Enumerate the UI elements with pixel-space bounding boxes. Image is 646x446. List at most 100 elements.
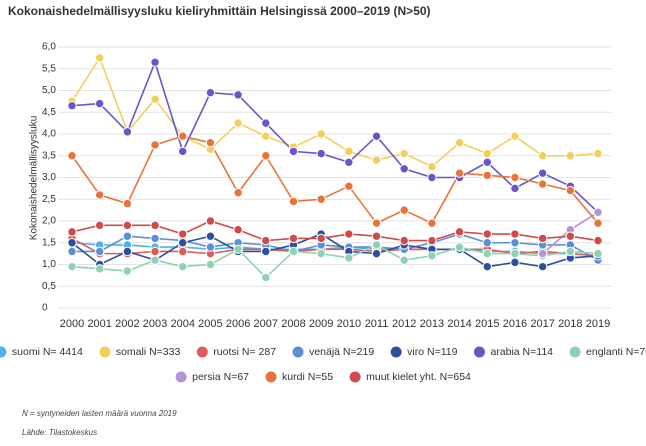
data-point [122, 220, 133, 231]
data-point [371, 155, 382, 165]
x-tick-label: 2009 [309, 318, 333, 330]
data-point [565, 246, 576, 257]
data-point [205, 259, 216, 270]
data-point [427, 218, 437, 228]
data-point [537, 261, 548, 272]
data-point [150, 57, 160, 67]
data-point [67, 227, 77, 237]
data-point [94, 190, 105, 200]
data-point [399, 255, 409, 265]
data-point [344, 157, 354, 167]
x-tick-label: 2017 [530, 318, 554, 330]
data-point [233, 225, 243, 235]
data-point [371, 131, 382, 141]
data-point [593, 218, 603, 228]
data-point [593, 207, 603, 218]
data-point [67, 101, 77, 111]
legend-label: viro N=119 [407, 346, 457, 358]
data-point [261, 246, 271, 257]
data-point [454, 242, 465, 252]
y-tick-label: 1,0 [42, 259, 56, 270]
legend-label: englanti N=70 [586, 346, 646, 358]
legend-marker [99, 346, 111, 358]
data-point [454, 168, 465, 178]
data-point [94, 220, 105, 231]
data-point [94, 98, 105, 109]
legend-label: muut kielet yht. N=654 [366, 371, 471, 383]
data-point [67, 238, 77, 248]
data-point [261, 131, 271, 141]
data-point [593, 148, 603, 159]
data-point [454, 227, 465, 237]
series-line [71, 59, 599, 213]
y-tick-label: 2,0 [42, 216, 56, 227]
data-point [371, 231, 382, 241]
legend-label: ruotsi N= 287 [213, 346, 276, 358]
data-point [205, 242, 216, 252]
data-point [288, 146, 299, 157]
x-tick-label: 2002 [115, 318, 139, 330]
legend-marker [473, 346, 485, 358]
data-point [344, 253, 354, 263]
data-point [122, 266, 133, 276]
data-point [205, 138, 216, 148]
data-point [94, 53, 105, 63]
y-tick-label: 6,0 [42, 42, 56, 53]
y-tick-label: 4,0 [42, 129, 56, 140]
x-tick-label: 2000 [60, 318, 84, 330]
data-point [233, 188, 243, 198]
data-point [122, 127, 133, 137]
data-point [205, 231, 216, 241]
y-tick-label: 3,0 [42, 172, 56, 183]
data-point [454, 138, 465, 148]
data-point [399, 235, 409, 246]
legend-label: somali N=333 [116, 346, 181, 358]
y-tick-label: 1,5 [42, 237, 56, 248]
x-tick-label: 2010 [337, 318, 361, 330]
legend-label: suomi N= 4414 [12, 346, 83, 358]
data-point [344, 146, 354, 157]
data-point [482, 248, 492, 259]
legend-label: arabia N=114 [490, 346, 553, 358]
data-point [205, 87, 216, 98]
x-tick-label: 2001 [87, 318, 111, 330]
data-point [178, 261, 188, 272]
data-point [371, 218, 382, 228]
series-line [71, 56, 599, 168]
legend-label: kurdi N=55 [282, 371, 333, 383]
data-point [427, 251, 437, 261]
data-point [178, 246, 188, 257]
legend-label: venäjä N=219 [309, 346, 374, 358]
x-tick-label: 2003 [143, 318, 167, 330]
legend-label: persia N=67 [192, 371, 249, 383]
y-tick-label: 5,5 [42, 63, 56, 74]
data-point [537, 179, 548, 189]
data-point [399, 205, 409, 215]
data-point [233, 90, 243, 100]
data-point [482, 261, 492, 272]
legend-marker [265, 371, 277, 383]
y-tick-label: 4,5 [42, 107, 56, 118]
data-point [67, 246, 77, 257]
data-point [482, 229, 492, 239]
data-point [178, 229, 188, 239]
data-point [510, 238, 520, 248]
data-point [537, 151, 548, 161]
x-tick-label: 2019 [586, 318, 610, 330]
data-point [510, 131, 520, 141]
data-point [316, 129, 326, 139]
data-point [150, 140, 160, 150]
legend-marker [0, 346, 7, 358]
legend-marker [390, 346, 402, 358]
y-tick-label: 0 [42, 303, 48, 314]
data-point [288, 246, 299, 257]
data-point [316, 148, 326, 159]
data-point [427, 235, 437, 246]
x-tick-label: 2011 [365, 318, 389, 330]
x-tick-label: 2015 [475, 318, 499, 330]
x-tick-label: 2007 [254, 318, 278, 330]
data-point [510, 248, 520, 259]
data-point [510, 257, 520, 268]
data-point [150, 255, 160, 265]
x-tick-label: 2013 [420, 318, 444, 330]
